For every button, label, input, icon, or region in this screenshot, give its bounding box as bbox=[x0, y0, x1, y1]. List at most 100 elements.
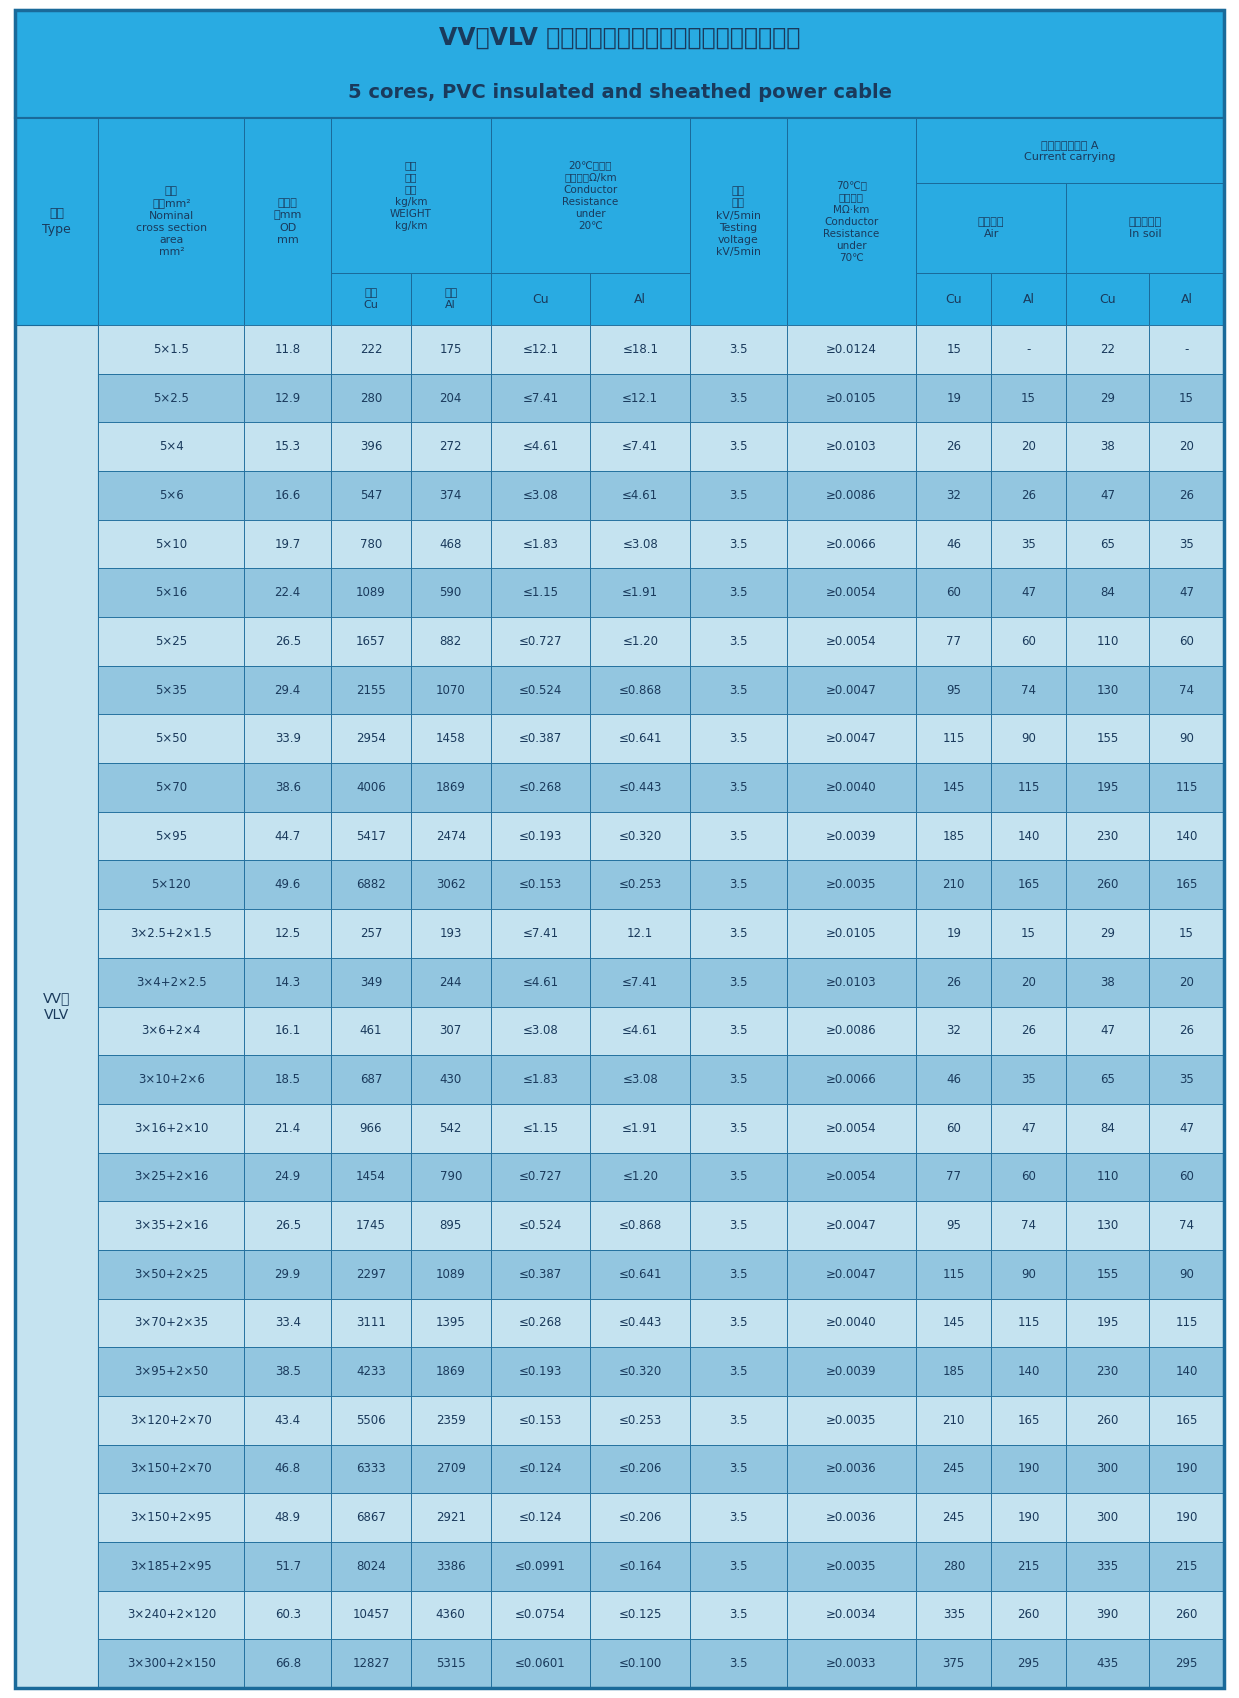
Text: 33.9: 33.9 bbox=[275, 732, 301, 745]
Bar bbox=[491, 520, 591, 569]
Text: 10457: 10457 bbox=[352, 1608, 389, 1622]
Text: 3.5: 3.5 bbox=[730, 1170, 747, 1184]
Text: ≤0.153: ≤0.153 bbox=[519, 878, 563, 891]
Text: 461: 461 bbox=[359, 1024, 382, 1037]
Bar bbox=[787, 762, 917, 812]
Text: 3×16+2×10: 3×16+2×10 bbox=[134, 1122, 208, 1134]
Text: 60: 60 bbox=[1180, 1170, 1194, 1184]
Text: VV、VLV 五芯聚氯乙烯绣缘聚氯乙烯护套电力电缆: VV、VLV 五芯聚氯乙烯绣缘聚氯乙烯护套电力电缆 bbox=[439, 25, 800, 49]
Bar bbox=[1149, 423, 1224, 470]
Text: ≥0.0103: ≥0.0103 bbox=[826, 440, 877, 453]
Bar bbox=[591, 1250, 690, 1299]
Text: ≤1.83: ≤1.83 bbox=[523, 538, 559, 550]
Text: 46: 46 bbox=[947, 538, 961, 550]
Text: 47: 47 bbox=[1180, 586, 1194, 599]
Text: 245: 245 bbox=[943, 1462, 965, 1476]
Text: 895: 895 bbox=[440, 1219, 462, 1233]
Text: 26: 26 bbox=[1021, 1024, 1036, 1037]
Text: 5×2.5: 5×2.5 bbox=[154, 392, 190, 404]
Bar bbox=[1066, 1153, 1149, 1200]
Bar bbox=[690, 1445, 787, 1493]
Bar bbox=[787, 1250, 917, 1299]
Text: 335: 335 bbox=[1097, 1560, 1119, 1572]
Bar bbox=[591, 374, 690, 423]
Bar bbox=[917, 1104, 991, 1153]
Bar bbox=[331, 812, 411, 861]
Bar bbox=[411, 1299, 491, 1347]
Text: 3.5: 3.5 bbox=[730, 1122, 747, 1134]
Bar bbox=[331, 1299, 411, 1347]
Text: 165: 165 bbox=[1017, 878, 1040, 891]
Text: 47: 47 bbox=[1100, 1024, 1115, 1037]
Bar bbox=[787, 1347, 917, 1396]
Bar bbox=[411, 374, 491, 423]
Text: 3.5: 3.5 bbox=[730, 1560, 747, 1572]
Bar bbox=[690, 117, 787, 324]
Text: 26: 26 bbox=[1180, 489, 1194, 503]
Bar bbox=[1066, 1007, 1149, 1054]
Text: ≥0.0086: ≥0.0086 bbox=[826, 1024, 877, 1037]
Bar bbox=[591, 762, 690, 812]
Text: ≤1.91: ≤1.91 bbox=[622, 586, 658, 599]
Text: ≤0.320: ≤0.320 bbox=[618, 830, 662, 842]
Bar bbox=[331, 958, 411, 1007]
Bar bbox=[491, 374, 591, 423]
Bar bbox=[1066, 1445, 1149, 1493]
Bar bbox=[1066, 762, 1149, 812]
Text: 882: 882 bbox=[440, 635, 462, 649]
Text: 375: 375 bbox=[943, 1657, 965, 1671]
Text: 1454: 1454 bbox=[356, 1170, 385, 1184]
Bar bbox=[1066, 1054, 1149, 1104]
Text: 77: 77 bbox=[947, 635, 961, 649]
Text: 在空气中
Air: 在空气中 Air bbox=[978, 217, 1005, 239]
Text: 38: 38 bbox=[1100, 440, 1115, 453]
Text: Cu: Cu bbox=[945, 292, 961, 306]
Text: 1869: 1869 bbox=[436, 1365, 466, 1379]
Text: 2359: 2359 bbox=[436, 1414, 466, 1426]
Text: 190: 190 bbox=[1176, 1462, 1198, 1476]
Bar bbox=[991, 1347, 1066, 1396]
Text: 193: 193 bbox=[440, 927, 462, 941]
Bar bbox=[690, 374, 787, 423]
Text: 5417: 5417 bbox=[356, 830, 385, 842]
Text: 47: 47 bbox=[1180, 1122, 1194, 1134]
Bar bbox=[917, 1542, 991, 1591]
Bar bbox=[244, 117, 331, 324]
Bar bbox=[491, 324, 591, 374]
Text: Cu: Cu bbox=[533, 292, 549, 306]
Bar bbox=[787, 423, 917, 470]
Bar bbox=[1149, 715, 1224, 762]
Bar bbox=[491, 470, 591, 520]
Bar bbox=[690, 1493, 787, 1542]
Text: ≥0.0054: ≥0.0054 bbox=[826, 586, 877, 599]
Bar bbox=[787, 1396, 917, 1445]
Bar bbox=[331, 273, 411, 324]
Text: 435: 435 bbox=[1097, 1657, 1119, 1671]
Bar bbox=[1066, 423, 1149, 470]
Text: 3.5: 3.5 bbox=[730, 489, 747, 503]
Text: 3.5: 3.5 bbox=[730, 1365, 747, 1379]
Bar bbox=[591, 1153, 690, 1200]
Bar bbox=[591, 1299, 690, 1347]
Text: 12.1: 12.1 bbox=[627, 927, 653, 941]
Bar bbox=[491, 423, 591, 470]
Bar bbox=[411, 1591, 491, 1639]
Text: ≤3.08: ≤3.08 bbox=[622, 538, 658, 550]
Bar bbox=[491, 273, 591, 324]
Text: ≤0.206: ≤0.206 bbox=[618, 1462, 662, 1476]
Text: 260: 260 bbox=[1176, 1608, 1198, 1622]
Text: 1458: 1458 bbox=[436, 732, 466, 745]
Text: 90: 90 bbox=[1180, 1268, 1194, 1280]
Bar bbox=[917, 616, 991, 666]
Bar bbox=[98, 666, 244, 715]
Text: 130: 130 bbox=[1097, 684, 1119, 696]
Bar bbox=[1149, 958, 1224, 1007]
Text: 175: 175 bbox=[440, 343, 462, 357]
Bar bbox=[591, 1104, 690, 1153]
Text: ≤0.0991: ≤0.0991 bbox=[515, 1560, 566, 1572]
Text: 26: 26 bbox=[1021, 489, 1036, 503]
Text: 5×25: 5×25 bbox=[155, 635, 187, 649]
Bar bbox=[244, 1445, 331, 1493]
Text: 3.5: 3.5 bbox=[730, 635, 747, 649]
Text: 110: 110 bbox=[1097, 635, 1119, 649]
